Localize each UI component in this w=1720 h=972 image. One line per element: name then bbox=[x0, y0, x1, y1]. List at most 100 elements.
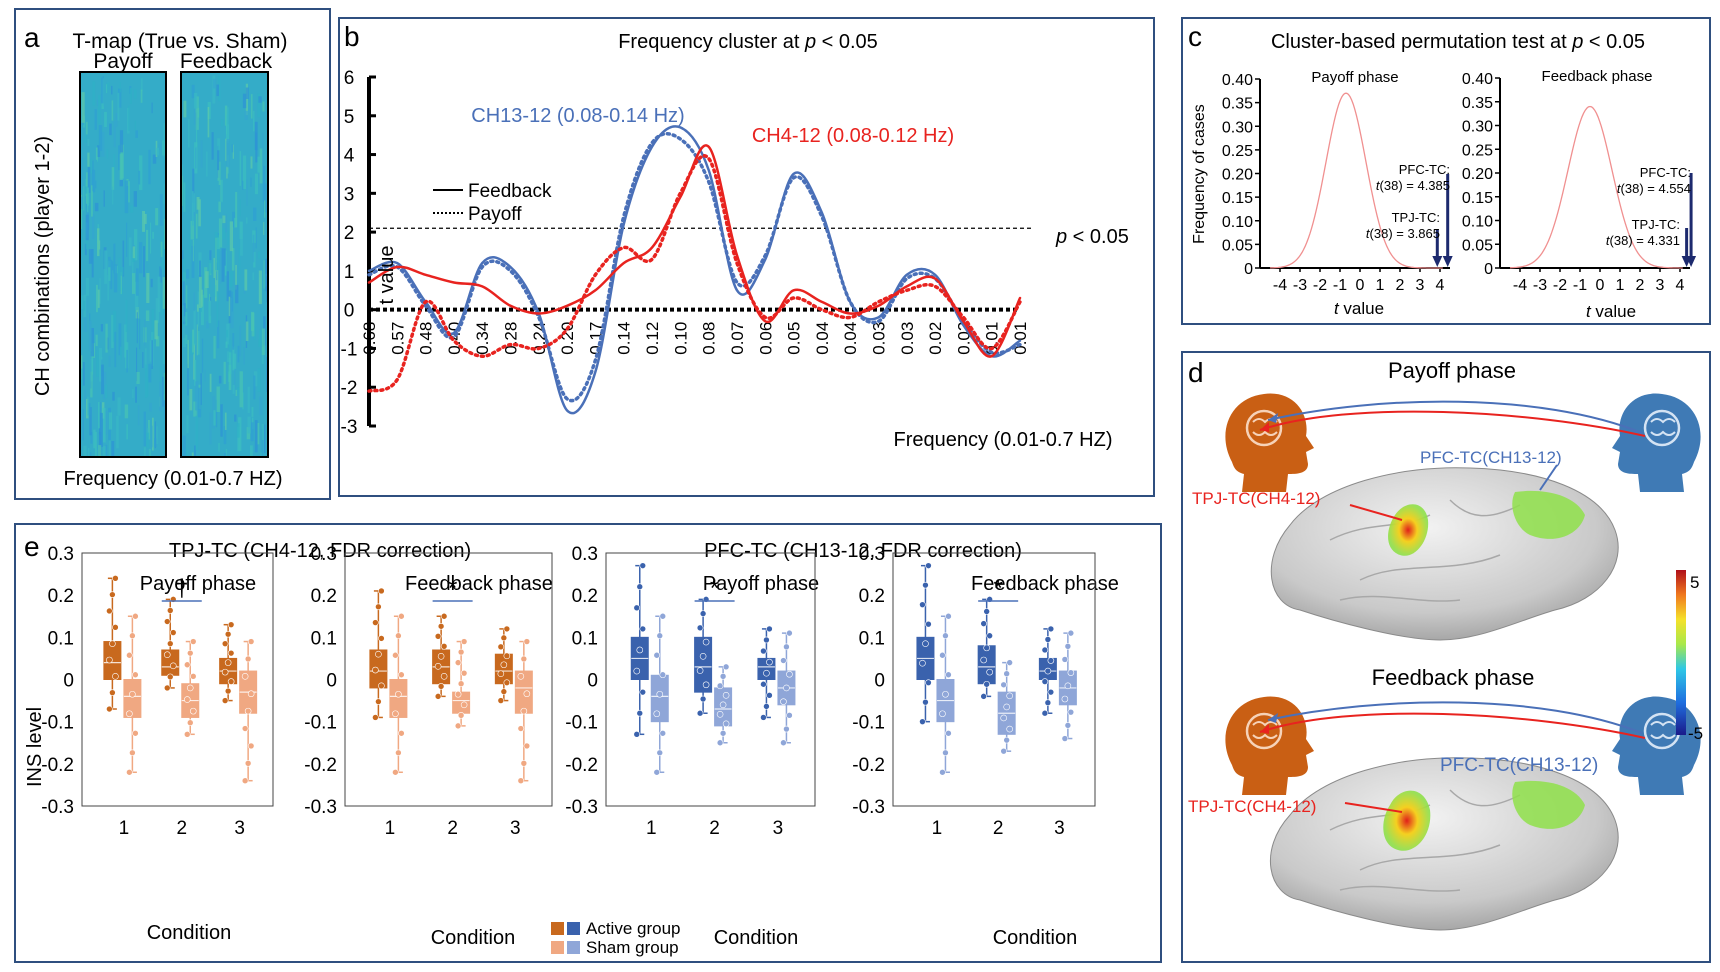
tmap-streak bbox=[194, 445, 196, 457]
e-point bbox=[633, 667, 641, 675]
c-y-tick-label: 0.25 bbox=[1222, 143, 1253, 160]
panel-a-col-feedback: Feedback bbox=[180, 50, 273, 73]
sub-tpj-feedback: Feedback phase bbox=[405, 573, 553, 595]
tmap-streak bbox=[182, 259, 186, 282]
tmap-streak bbox=[104, 410, 108, 435]
tmap-streak bbox=[182, 280, 185, 306]
tmap-streak bbox=[216, 386, 220, 412]
e-y-tick-label: 0.2 bbox=[859, 586, 885, 607]
tmap-streak bbox=[96, 99, 99, 106]
brain-payoff bbox=[1270, 467, 1619, 641]
e-point bbox=[497, 670, 505, 678]
tmap-streak bbox=[231, 144, 234, 153]
tmap-streak bbox=[122, 240, 125, 277]
tmap-streak bbox=[148, 448, 152, 457]
e-point bbox=[109, 640, 116, 647]
tmap-streak bbox=[218, 218, 223, 248]
tmap-streak bbox=[262, 101, 265, 112]
e-point bbox=[392, 651, 399, 659]
e-point bbox=[636, 709, 644, 717]
xlabel-e3: Condition bbox=[714, 927, 799, 949]
tmap-streak bbox=[247, 386, 250, 413]
e-point bbox=[523, 690, 531, 698]
panel-e: e TPJ-TC (CH4-12, FDR correction) PFC-TC… bbox=[14, 523, 1162, 963]
tmap-streak bbox=[212, 75, 216, 104]
link-arrow-red-2 bbox=[1259, 712, 1646, 739]
e-point bbox=[1067, 708, 1075, 716]
tmap-streak bbox=[242, 93, 247, 109]
tmap-streak bbox=[125, 299, 128, 332]
tmap-streak bbox=[80, 196, 83, 210]
c-x-tick-label: -2 bbox=[1313, 277, 1327, 294]
chart-e-pfc-payoff: 0.3 0.2 0.1 0 -0.1 -0.2 -0.3 1 2 * 3 bbox=[565, 544, 816, 839]
tmap-streak bbox=[113, 243, 116, 274]
e-y-tick-label: -0.1 bbox=[852, 713, 885, 734]
tmap-streak bbox=[193, 343, 195, 380]
tmap-streak bbox=[250, 94, 253, 119]
tmap-streak bbox=[228, 352, 232, 374]
pfc-pointer-payoff bbox=[1539, 464, 1558, 491]
e-point bbox=[395, 632, 402, 640]
e-point bbox=[186, 649, 194, 657]
x-tick-label: 0.10 bbox=[671, 322, 690, 355]
tmap-streak bbox=[144, 319, 146, 346]
tmap-streak bbox=[159, 381, 163, 412]
e-point bbox=[434, 632, 442, 640]
e-point bbox=[639, 688, 647, 696]
x-tick-label: 0.68 bbox=[360, 322, 379, 355]
tmap-streak bbox=[80, 355, 83, 380]
e-point bbox=[786, 712, 793, 719]
tmap-streak bbox=[216, 84, 219, 97]
tmap-streak bbox=[196, 197, 200, 210]
tmap-streak bbox=[112, 391, 115, 401]
legend-sham-orange bbox=[551, 941, 564, 954]
e-point bbox=[1064, 682, 1072, 690]
e-point bbox=[925, 620, 932, 628]
panel-b-frame bbox=[338, 17, 1155, 497]
tmap-streak bbox=[232, 211, 235, 228]
e-x-tick-label: 1 bbox=[385, 818, 396, 839]
tmap-streak bbox=[187, 363, 189, 396]
e-point bbox=[126, 710, 133, 718]
tmap-streak bbox=[218, 75, 221, 102]
x-tick-label: 0.04 bbox=[813, 322, 832, 355]
tmap-streak bbox=[96, 350, 99, 377]
e-point bbox=[440, 612, 448, 620]
tmap-streak bbox=[239, 199, 241, 217]
tmap-streak bbox=[195, 381, 199, 411]
tmap-streak bbox=[99, 412, 103, 447]
legend-active-blue bbox=[567, 922, 580, 935]
c-x-tick-label: -1 bbox=[1333, 277, 1347, 294]
e-point bbox=[227, 621, 235, 628]
e-plot-frame bbox=[605, 552, 816, 807]
c-y-tick-label: 0.10 bbox=[1462, 214, 1493, 231]
e-point bbox=[520, 760, 528, 767]
c-y-tick-label: 0.40 bbox=[1222, 72, 1253, 89]
panel-e-group-tpj: TPJ-TC (CH4-12, FDR correction) bbox=[169, 540, 471, 562]
tmap-streak bbox=[152, 231, 154, 239]
tmap-streak bbox=[237, 345, 240, 363]
label-ch4-12: CH4-12 (0.08-0.12 Hz) bbox=[752, 125, 954, 147]
panel-b-letter: b bbox=[344, 21, 360, 52]
tmap-streak bbox=[224, 248, 226, 266]
tmap-streak bbox=[217, 320, 220, 349]
e-y-tick-label: 0.2 bbox=[572, 586, 598, 607]
legend-payoff: Payoff bbox=[468, 204, 522, 225]
e-point bbox=[183, 731, 191, 738]
tmap-streak bbox=[118, 323, 122, 356]
e-y-tick-label: -0.1 bbox=[304, 713, 337, 734]
e-point bbox=[163, 651, 171, 659]
tmap-streak bbox=[111, 100, 114, 121]
panel-e-letter: e bbox=[24, 531, 40, 562]
tmap-streak bbox=[187, 119, 190, 148]
tmap-streak bbox=[108, 355, 111, 367]
e-point bbox=[454, 690, 462, 698]
tmap-streak bbox=[253, 207, 257, 221]
head-blue-icon bbox=[1612, 393, 1701, 492]
c-x-tick-label: -4 bbox=[1513, 277, 1527, 294]
chart-c-payoff: 0.40 0.35 0.30 0.25 0.20 0.15 0.10 0.05 0 -4 -3 -2-… bbox=[1222, 72, 1453, 294]
tmap-streak bbox=[88, 403, 91, 415]
c-y-tick-label: 0.15 bbox=[1462, 190, 1493, 207]
e-point bbox=[189, 638, 197, 645]
